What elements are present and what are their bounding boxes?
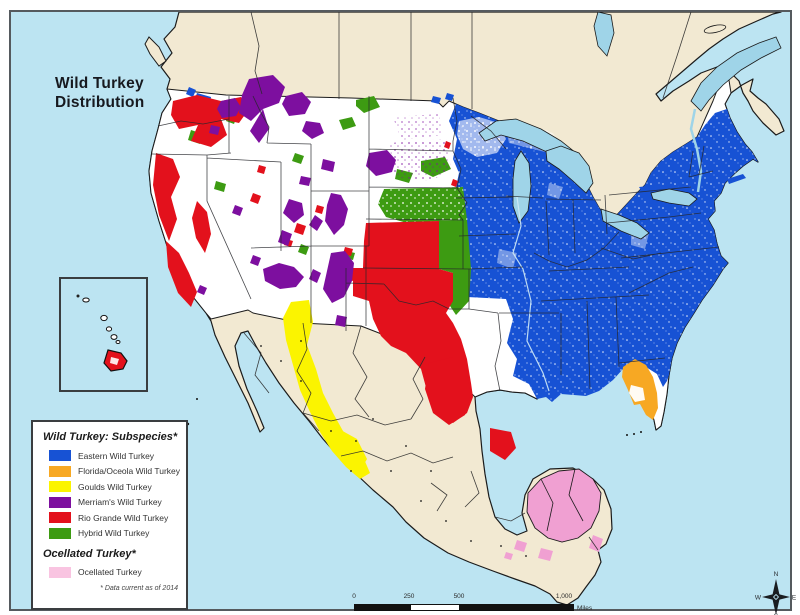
lake-winnipeg: [593, 12, 615, 57]
canada-province-borders: [250, 12, 692, 109]
legend-item-label: Ocellated Turkey: [78, 567, 142, 577]
lake-ontario: [650, 188, 698, 207]
legend-swatch-florida: [49, 465, 71, 477]
great-lakes: [478, 12, 782, 392]
legend-item-goulds: Goulds Wild Turkey: [49, 481, 178, 492]
scale-unit-label: Miles: [577, 605, 593, 612]
legend-swatch-merriams: [49, 496, 71, 508]
legend-item-florida: Florida/Oceola Wild Turkey: [49, 465, 181, 477]
compass-west-label: W: [755, 595, 762, 602]
legend-swatch-hybrid: [49, 527, 71, 539]
scale-tick-1000: 1,000: [555, 593, 573, 600]
st-lawrence-estuary: [690, 36, 782, 112]
map-title-line1: Wild Turkey: [55, 75, 144, 92]
compass-rose: N E S W: [755, 571, 797, 615]
vancouver-island: [144, 36, 167, 67]
legend-swatch-goulds: [49, 481, 71, 492]
compass-south-label: S: [774, 613, 779, 615]
scale-segment: [410, 605, 460, 610]
compass-star-icon: [762, 579, 790, 615]
lake-erie: [600, 208, 650, 240]
legend-item-label: Eastern Wild Turkey: [78, 450, 155, 461]
legend-item-label: Goulds Wild Turkey: [78, 481, 152, 492]
mexico-city-dots: [186, 340, 642, 557]
legend-subspecies-header: Wild Turkey: Subspecies*: [43, 431, 178, 443]
legend-item-ocellated: Ocellated Turkey: [49, 566, 178, 578]
legend-swatch-eastern: [49, 450, 71, 461]
hawaii-inset: [59, 277, 148, 392]
legend-item-label: Florida/Oceola Wild Turkey: [78, 466, 181, 476]
legend-item-eastern: Eastern Wild Turkey: [49, 450, 178, 461]
region-florida-oceola-wild-turkey: [622, 359, 658, 420]
anticosti-island: [703, 24, 727, 34]
compass-east-label: E: [792, 595, 797, 602]
legend-item-label: Rio Grande Wild Turkey: [78, 512, 169, 523]
scale-tick-250: 250: [403, 593, 415, 600]
region-rio-grande-wild-turkey: [153, 95, 516, 460]
legend: Wild Turkey: Subspecies* Eastern Wild Tu…: [31, 420, 188, 610]
mississippi-river: [512, 196, 550, 392]
compass-north-label: N: [774, 571, 779, 578]
legend-footnote: * Data current as of 2014: [100, 584, 178, 592]
legend-ocellated-header: Ocellated Turkey*: [43, 547, 136, 560]
legend-item-riogrande: Rio Grande Wild Turkey: [49, 512, 178, 523]
scale-bar-graphic: [354, 604, 574, 611]
map-title-line2: Distribution: [55, 94, 145, 111]
st-lawrence-river: [689, 108, 703, 193]
map-frame: Wild Turkey Distribution Wild Turkey: Su…: [9, 10, 797, 615]
region-goulds-wild-turkey: [283, 300, 370, 479]
hawaii-islands-map: [76, 294, 128, 372]
scale-tick-0: 0: [352, 593, 356, 600]
legend-item-label: Merriam's Wild Turkey: [78, 497, 162, 507]
north-america-map: [11, 12, 790, 609]
lake-huron: [545, 145, 594, 194]
scale-tick-500: 500: [453, 593, 465, 600]
hawaii-island-small: [76, 294, 80, 298]
legend-item-merriams: Merriam's Wild Turkey: [49, 496, 178, 508]
legend-swatch-riogrande: [49, 512, 71, 523]
scale-segment: [355, 605, 410, 610]
map-title: Wild Turkey Distribution: [55, 74, 144, 112]
legend-item-label: Hybrid Wild Turkey: [78, 528, 150, 538]
region-ocellated-turkey: [504, 468, 603, 561]
legend-item-hybrid: Hybrid Wild Turkey: [49, 527, 178, 539]
scale-segment: [460, 605, 573, 610]
legend-swatch-ocellated: [49, 566, 71, 578]
mexico-state-borders: [243, 322, 599, 551]
state-borders: [151, 95, 720, 392]
scale-bar: 0 250 500 1,000 Miles: [344, 593, 599, 615]
